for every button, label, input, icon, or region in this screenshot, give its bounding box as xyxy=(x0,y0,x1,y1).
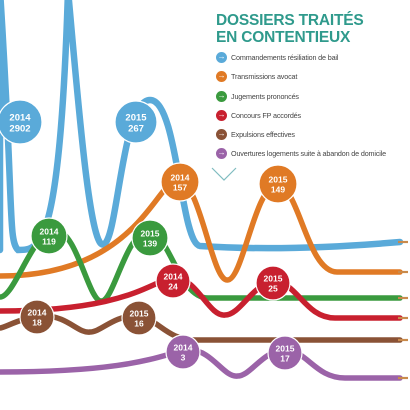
wire-series-3 xyxy=(0,275,403,321)
bubble-value-label: 267 xyxy=(128,124,144,135)
bubble-year-label: 2015 xyxy=(264,274,283,284)
bubble-value-label: 139 xyxy=(143,239,157,249)
legend-item: Concours FP accordés xyxy=(216,109,410,121)
chart-title: DOSSIERS TRAITÉS EN CONTENTIEUX xyxy=(216,12,406,46)
bubble-year-label: 2015 xyxy=(141,229,160,239)
bubble-circle xyxy=(155,263,191,299)
legend-item: Expulsions effectives xyxy=(216,129,410,141)
bubble-circle xyxy=(267,335,303,371)
bubble-year-label: 2014 xyxy=(174,343,193,353)
bubble-year-label: 2015 xyxy=(269,175,288,185)
legend-item: Jugements prononcés xyxy=(216,90,410,102)
bubble-value-label: 16 xyxy=(134,319,144,329)
legend-label: Jugements prononcés xyxy=(231,91,299,101)
bubble-value-label: 149 xyxy=(271,185,285,195)
arrow-right-icon xyxy=(216,109,227,121)
bubble-value-label: 157 xyxy=(173,183,187,193)
bubble-circle xyxy=(0,99,43,145)
arrow-right-icon xyxy=(216,129,227,141)
bubble-year-label: 2014 xyxy=(164,272,183,282)
bubble-year-label: 2014 xyxy=(171,173,190,183)
arrow-right-icon xyxy=(216,148,227,160)
bubble-value-label: 25 xyxy=(268,284,278,294)
bubble-value-label: 3 xyxy=(181,353,186,363)
bubble-value-label: 24 xyxy=(168,282,178,292)
title-line-1: DOSSIERS TRAITÉS xyxy=(216,12,364,29)
bubble-year-label: 2014 xyxy=(40,227,59,237)
legend-item: Commandements résiliation de bail xyxy=(216,52,410,63)
arrow-right-icon xyxy=(216,52,227,63)
bubble-year-label: 2015 xyxy=(130,309,149,319)
title-line-2: EN CONTENTIEUX xyxy=(216,29,351,46)
bubble-value-label: 2902 xyxy=(9,124,30,135)
bubble-circle xyxy=(160,162,200,202)
wire-series-0 xyxy=(0,0,404,254)
bubble-circle xyxy=(121,300,157,336)
legend-item: Ouvertures logements suite à abandon de … xyxy=(216,148,410,160)
arrow-right-icon xyxy=(216,90,227,102)
legend-label: Transmissions avocat xyxy=(231,72,298,82)
bubble-circle xyxy=(19,299,55,335)
bubble-value-label: 17 xyxy=(280,354,290,364)
bubble-year-label: 2015 xyxy=(125,113,147,124)
legend-label: Ouvertures logements suite à abandon de … xyxy=(231,149,387,159)
wire-series-5 xyxy=(0,347,403,381)
bubble-year-label: 2015 xyxy=(276,344,295,354)
bubble-circle xyxy=(30,217,68,255)
legend-label: Commandements résiliation de bail xyxy=(231,53,339,62)
bubble-circle xyxy=(258,164,298,204)
bubble-circle xyxy=(165,334,201,370)
wire-series-1 xyxy=(0,177,403,283)
legend-item: Transmissions avocat xyxy=(216,71,410,83)
bubble-year-label: 2014 xyxy=(9,113,31,124)
arrow-right-icon xyxy=(216,71,227,83)
bubble-value-label: 18 xyxy=(32,318,42,328)
bubble-year-label: 2014 xyxy=(28,308,47,318)
legend: Commandements résiliation de bail Transm… xyxy=(216,52,410,168)
bubble-circle xyxy=(131,219,169,257)
bubble-circle xyxy=(114,100,158,144)
bubble-circle xyxy=(255,265,291,301)
legend-label: Expulsions effectives xyxy=(231,130,295,140)
bubble-value-label: 119 xyxy=(42,237,56,247)
chevron-down-icon xyxy=(211,167,237,181)
legend-label: Concours FP accordés xyxy=(231,110,301,120)
